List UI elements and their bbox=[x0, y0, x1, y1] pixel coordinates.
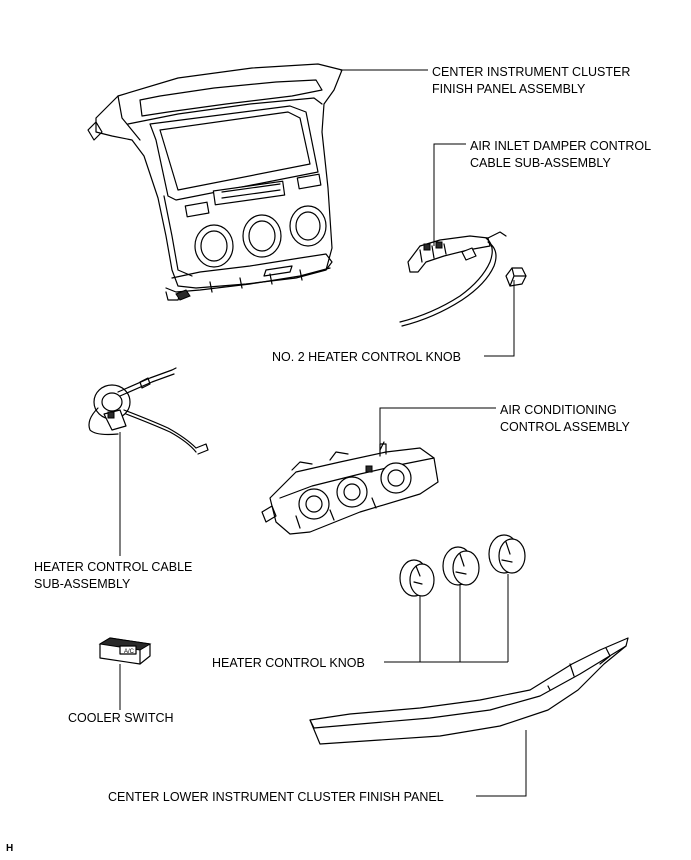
cooler-switch: A/C bbox=[98, 637, 152, 665]
heater-control-cable bbox=[88, 367, 209, 455]
center-cluster-finish-panel bbox=[87, 63, 343, 301]
label-line: HEATER CONTROL CABLE bbox=[34, 560, 192, 574]
leader-lines bbox=[119, 69, 527, 797]
label-line: CABLE SUB-ASSEMBLY bbox=[470, 156, 611, 170]
no2-heater-control-knob bbox=[505, 267, 527, 287]
label-line: AIR CONDITIONING bbox=[500, 403, 617, 417]
label-line: CENTER INSTRUMENT CLUSTER bbox=[432, 65, 630, 79]
label-cluster-finish-panel: CENTER INSTRUMENT CLUSTER FINISH PANEL A… bbox=[432, 65, 630, 96]
label-cooler-switch: COOLER SWITCH bbox=[68, 711, 174, 725]
label-line: AIR INLET DAMPER CONTROL bbox=[470, 139, 651, 153]
switch-legend: A/C bbox=[124, 649, 135, 655]
label-line: SUB-ASSEMBLY bbox=[34, 577, 131, 591]
label-lower-panel: CENTER LOWER INSTRUMENT CLUSTER FINISH P… bbox=[108, 790, 444, 804]
center-lower-finish-panel bbox=[309, 637, 629, 745]
ac-control-assembly bbox=[261, 441, 439, 535]
label-heater-cable: HEATER CONTROL CABLE SUB-ASSEMBLY bbox=[34, 560, 192, 591]
label-no2-knob: NO. 2 HEATER CONTROL KNOB bbox=[272, 350, 461, 364]
label-air-inlet-cable: AIR INLET DAMPER CONTROL CABLE SUB-ASSEM… bbox=[470, 139, 651, 170]
air-inlet-damper-cable bbox=[399, 231, 507, 327]
label-line: FINISH PANEL ASSEMBLY bbox=[432, 82, 586, 96]
heater-control-knob-right bbox=[488, 534, 526, 574]
label-heater-knob: HEATER CONTROL KNOB bbox=[212, 656, 365, 670]
label-line: CONTROL ASSEMBLY bbox=[500, 420, 631, 434]
label-ac-control: AIR CONDITIONING CONTROL ASSEMBLY bbox=[500, 403, 631, 434]
heater-control-knob-left bbox=[399, 559, 435, 597]
heater-control-knob-middle bbox=[442, 546, 480, 586]
corner-code: H bbox=[6, 843, 13, 854]
